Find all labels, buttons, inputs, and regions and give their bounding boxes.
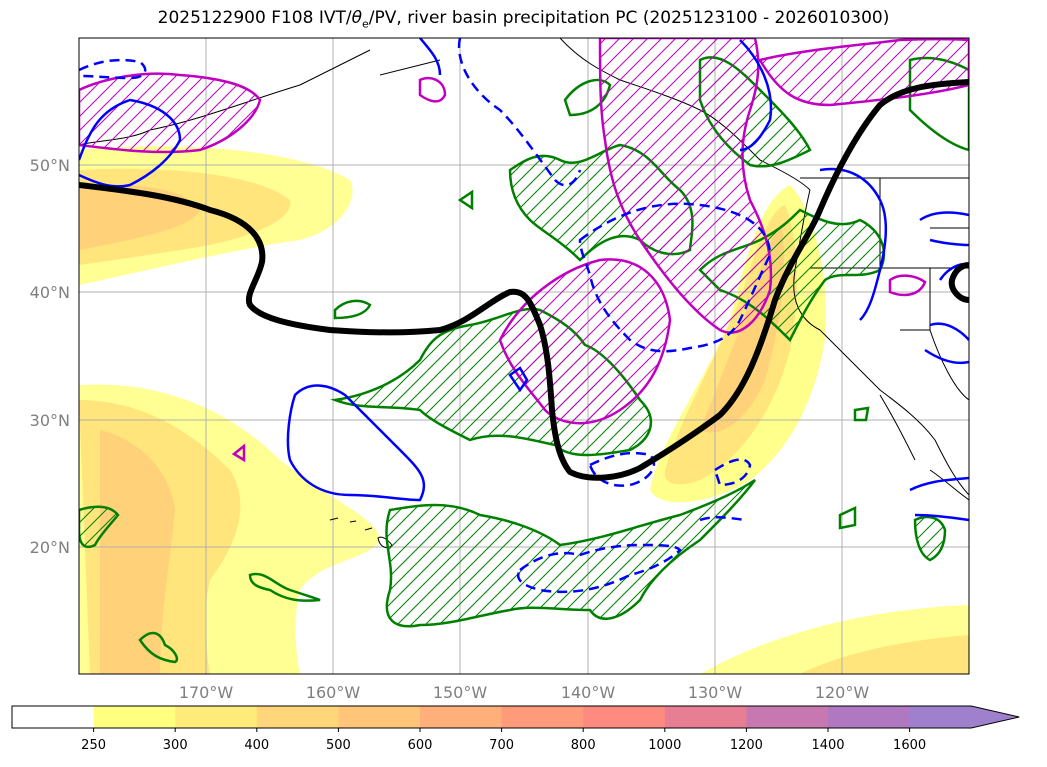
colorbar-segment — [256, 706, 339, 728]
title-suffix: /PV, river basin precipitation PC (20251… — [368, 8, 890, 28]
precip-west-2 — [248, 572, 321, 602]
lon-label: 140°W — [561, 683, 616, 702]
precip-east-1 — [913, 515, 947, 562]
lat-label: 30°N — [30, 411, 70, 430]
pv-small-3 — [231, 443, 246, 463]
tropopause-line — [79, 79, 969, 481]
precip-west-3 — [138, 631, 179, 664]
ivt-shading — [79, 146, 969, 674]
tropopause-line-east — [948, 262, 969, 303]
lon-label: 160°W — [306, 683, 361, 702]
colorbar-segment — [828, 706, 911, 728]
colorbar-segment — [338, 706, 421, 728]
pv-small-1 — [418, 76, 447, 103]
theta-dashed-south — [516, 543, 682, 594]
state-borders — [810, 178, 969, 401]
hawaii-islands — [329, 517, 393, 549]
colorbar-tick-label: 1400 — [811, 738, 844, 753]
colorbar-segment — [501, 706, 584, 728]
precip-small-2 — [457, 189, 474, 211]
title-theta-sub: e — [362, 17, 369, 31]
precip-small-1 — [333, 299, 372, 320]
lat-label: 50°N — [30, 156, 70, 175]
colorbar-tick-label: 700 — [489, 738, 514, 753]
map-frame — [78, 37, 970, 675]
map-title: 2025122900 F108 IVT/θe/PV, river basin p… — [0, 8, 1047, 30]
theta-solid-panhandle — [739, 39, 773, 152]
theta-solid-east-2 — [924, 322, 969, 365]
baja-coast — [879, 394, 969, 501]
theta-dashed-southeast — [699, 516, 746, 522]
theta-contours — [79, 38, 969, 594]
colorbar-segment — [909, 706, 1020, 728]
colorbar-outline — [11, 705, 1020, 729]
theta-solid-northwest — [79, 98, 182, 188]
map-panel — [79, 38, 969, 674]
colorbar-segment — [420, 706, 503, 728]
lon-label: 170°W — [179, 683, 234, 702]
colorbar-tick-label: 600 — [408, 738, 433, 753]
pv-small-2 — [888, 274, 927, 297]
colorbar-tick-label: 1000 — [648, 738, 681, 753]
colorbar-tick-label: 800 — [571, 738, 596, 753]
lon-label: 120°W — [815, 683, 870, 702]
colorbar-tick-label: 1200 — [730, 738, 763, 753]
precip-east-2 — [838, 506, 857, 530]
colorbar-tick-label: 1600 — [893, 738, 926, 753]
title-prefix: 2025122900 F108 IVT/ — [157, 8, 352, 28]
pv-ridge — [598, 38, 773, 334]
theta-solid-central — [286, 384, 426, 502]
theta-dashed-northwest — [79, 58, 147, 80]
lat-label: 20°N — [30, 538, 70, 557]
lon-label: 130°W — [688, 683, 743, 702]
lon-label: 150°W — [433, 683, 488, 702]
precip-east-4 — [853, 406, 870, 422]
colorbar-segment — [746, 706, 829, 728]
pv-contours — [79, 38, 969, 463]
colorbar-tick-label: 300 — [163, 738, 188, 753]
theta-solid-east-3 — [909, 476, 969, 522]
pv-northwest — [79, 72, 262, 154]
precip-west-1 — [79, 505, 120, 549]
theta-solid-coastal — [819, 167, 888, 321]
title-theta: θ — [351, 8, 362, 28]
ivt-band-south-dark — [100, 430, 175, 674]
colorbar-segment — [175, 706, 258, 728]
theta-solid-alaska — [419, 38, 442, 76]
theta-dashed-gulf — [457, 38, 582, 187]
colorbar-segment — [93, 706, 176, 728]
theta-dashed-trough — [578, 202, 772, 353]
theta-dashed-east — [713, 458, 752, 487]
theta-solid-small — [508, 366, 529, 393]
colorbar-tick-label: 250 — [81, 738, 106, 753]
lon-labels: 170°W 160°W 150°W 140°W 130°W 120°W — [179, 683, 870, 702]
colorbar: 250 300 400 500 600 700 800 1000 1200 1400 1600 — [11, 705, 1020, 753]
pv-trough — [498, 258, 672, 425]
colorbar-tick-label: 500 — [326, 738, 351, 753]
lat-label: 40°N — [30, 283, 70, 302]
colorbar-segment — [12, 706, 95, 728]
colorbar-segment — [664, 706, 747, 728]
colorbar-segment — [583, 706, 666, 728]
colorbar-tick-label: 400 — [244, 738, 269, 753]
lat-labels: 50°N 40°N 30°N 20°N — [30, 156, 70, 557]
theta-dashed-low — [588, 451, 656, 487]
